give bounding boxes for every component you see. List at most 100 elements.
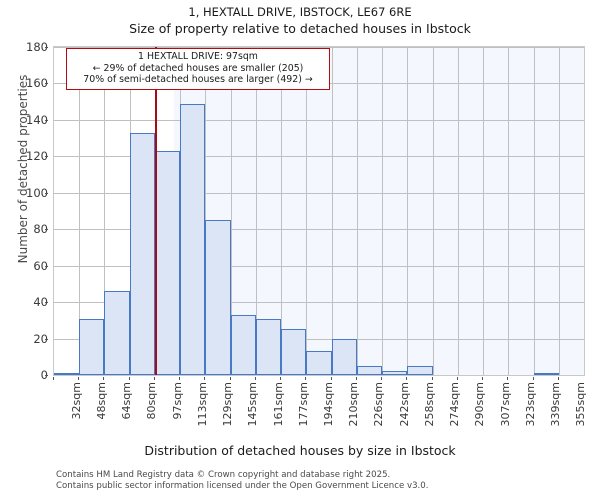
gridline-vertical — [458, 47, 459, 375]
gridline-vertical — [534, 47, 535, 375]
gridline-horizontal — [54, 192, 584, 194]
histogram-bar — [306, 351, 332, 375]
x-tick-label: 145sqm — [246, 382, 260, 427]
gridline-horizontal — [54, 47, 584, 48]
x-tick-mark — [431, 377, 433, 380]
y-tick-mark — [45, 338, 48, 340]
gridline-horizontal — [54, 265, 584, 267]
footer-attribution: Contains HM Land Registry data © Crown c… — [56, 470, 596, 492]
x-tick-label: 194sqm — [322, 382, 335, 427]
y-tick-label: 140 — [26, 112, 48, 127]
annotation-line-2: ← 29% of detached houses are smaller (20… — [92, 62, 304, 74]
y-tick-mark — [45, 192, 48, 194]
x-tick-label: 177sqm — [296, 382, 310, 427]
x-tick-label: 64sqm — [120, 382, 134, 420]
y-tick-mark — [45, 375, 48, 376]
x-tick-label: 129sqm — [221, 382, 235, 427]
gridline-horizontal — [54, 229, 584, 231]
x-tick-label: 290sqm — [473, 382, 487, 427]
histogram-bar — [382, 371, 408, 375]
x-tick-label: 355sqm — [574, 382, 588, 427]
histogram-bar — [180, 103, 206, 375]
footer-line-1: Contains HM Land Registry data © Crown c… — [56, 470, 391, 480]
x-tick-label: 97sqm — [170, 382, 184, 420]
y-tick-label: 80 — [33, 222, 48, 237]
property-marker-line — [154, 47, 157, 375]
x-tick-mark — [381, 377, 383, 380]
y-axis-label: Number of detached properties — [16, 74, 30, 264]
gridline-vertical — [407, 47, 408, 375]
y-tick-label: 180 — [26, 40, 48, 54]
gridline-vertical — [231, 47, 232, 375]
y-tick-mark — [45, 302, 48, 304]
x-tick-mark — [103, 377, 105, 380]
gridline-vertical — [332, 47, 333, 375]
histogram-bar — [79, 318, 105, 375]
histogram-bar — [356, 365, 383, 375]
x-tick-mark — [507, 377, 509, 380]
x-tick-label: 32sqm — [69, 382, 83, 420]
gridline-vertical — [483, 47, 484, 375]
x-tick-mark — [179, 377, 181, 380]
x-tick-mark — [532, 377, 534, 380]
y-tick-mark — [45, 83, 48, 85]
gridline-vertical — [357, 47, 358, 375]
gridline-vertical — [306, 47, 307, 375]
histogram-bar — [205, 220, 231, 375]
y-tick-label: 40 — [33, 295, 48, 310]
gridline-vertical — [508, 47, 509, 375]
histogram-bar — [54, 373, 80, 375]
gridline-vertical — [79, 47, 80, 375]
y-tick-label: 0 — [4, 368, 48, 382]
gridline-vertical — [559, 47, 560, 375]
y-tick-mark — [45, 265, 48, 267]
y-tick-label: 60 — [33, 258, 48, 273]
x-tick-label: 210sqm — [347, 382, 361, 427]
y-tick-label: 100 — [26, 185, 48, 200]
y-tick-label: 160 — [26, 76, 48, 91]
footer-line-2: Contains public sector information licen… — [56, 481, 429, 491]
x-tick-label: 242sqm — [397, 382, 411, 427]
x-tick-mark — [330, 377, 332, 380]
histogram-bar — [407, 365, 433, 375]
gridline-horizontal — [54, 119, 584, 121]
gridline-vertical — [382, 47, 383, 375]
plot-area — [53, 46, 585, 376]
x-tick-mark — [406, 377, 408, 380]
gridline-horizontal — [54, 338, 584, 340]
page-title: 1, HEXTALL DRIVE, IBSTOCK, LE67 6RE — [188, 5, 412, 19]
x-tick-label: 161sqm — [271, 382, 285, 427]
x-tick-label: 258sqm — [422, 382, 436, 427]
y-axis-ticks: 0 20 40 60 80 100 120 140 160 180 — [0, 40, 48, 382]
gridline-horizontal — [54, 302, 584, 304]
histogram-bars — [54, 47, 584, 375]
x-tick-mark — [355, 377, 357, 380]
gridline-vertical — [281, 47, 282, 375]
y-tick-label: 20 — [33, 331, 48, 346]
x-tick-mark — [254, 377, 256, 380]
histogram-bar — [255, 318, 282, 375]
x-tick-label: 226sqm — [372, 382, 386, 427]
x-tick-label: 80sqm — [145, 382, 159, 420]
x-axis-label: Distribution of detached houses by size … — [144, 443, 456, 458]
x-tick-mark — [153, 377, 155, 380]
y-tick-mark — [45, 119, 48, 121]
chart-subtitle: Size of property relative to detached ho… — [129, 21, 471, 36]
y-tick-label: 120 — [26, 149, 48, 164]
y-tick-mark — [45, 229, 48, 231]
gridline-vertical — [104, 47, 105, 375]
x-tick-mark — [557, 377, 559, 380]
annotation-line-1: 1 HEXTALL DRIVE: 97sqm — [138, 51, 258, 62]
annotation-box: 1 HEXTALL DRIVE: 97sqm ← 29% of detached… — [66, 48, 330, 90]
histogram-bar — [281, 329, 307, 375]
x-tick-label: 48sqm — [94, 382, 108, 420]
x-tick-mark — [229, 377, 231, 380]
gridline-vertical — [433, 47, 434, 375]
y-tick-mark — [45, 156, 48, 158]
x-tick-label: 307sqm — [498, 382, 512, 427]
x-tick-mark — [482, 377, 484, 380]
x-tick-mark — [204, 377, 206, 380]
histogram-bar — [533, 373, 559, 375]
gridline-vertical — [256, 47, 257, 375]
